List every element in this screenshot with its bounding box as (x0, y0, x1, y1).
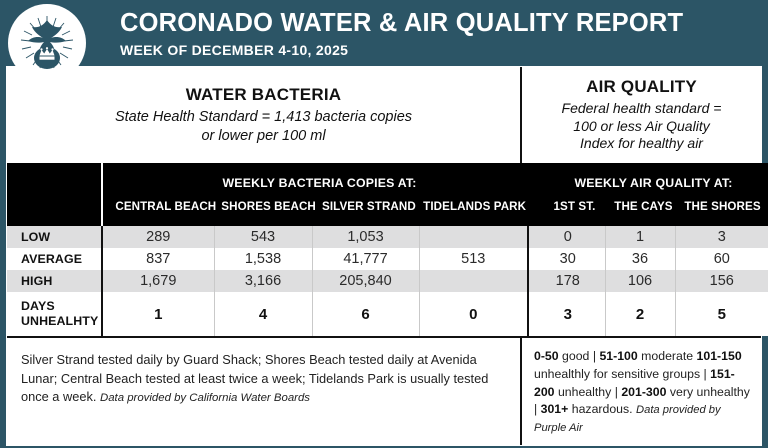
report-header: CORONADO WATER & AIR QUALITY REPORT WEEK… (0, 0, 768, 82)
page-title: CORONADO WATER & AIR QUALITY REPORT (120, 9, 684, 38)
cell-low-1st-st: 0 (531, 226, 606, 248)
cell-high-1st-st: 178 (531, 270, 606, 292)
cell-average-1st-st: 30 (531, 248, 606, 270)
cell-high-the-shores: 156 (675, 270, 768, 292)
header-titles: CORONADO WATER & AIR QUALITY REPORT WEEK… (120, 8, 683, 58)
report-panel: WATER BACTERIA State Health Standard = 1… (6, 66, 768, 447)
air-standard-line2: 100 or less Air Quality (573, 117, 710, 134)
column-header-shores-beach: SHORES BEACH (221, 200, 316, 213)
water-group-title: WEEKLY BACTERIA COPIES AT: (222, 176, 417, 190)
table-row: LOW 289 543 1,053 0 1 3 (7, 226, 768, 248)
table-header-row: WEEKLY BACTERIA COPIES AT: CENTRAL BEACH… (7, 163, 768, 226)
table-row: HIGH 1,679 3,166 205,840 178 106 156 (7, 270, 768, 292)
cell-low-central-beach: 289 (102, 226, 215, 248)
row-label-days-line2: UNHEALHTY (21, 314, 99, 328)
water-footnote-text: Silver Strand tested daily by Guard Shac… (21, 352, 489, 405)
air-standard-line3: Index for healthy air (580, 135, 703, 152)
water-standard-line1: State Health Standard = 1,413 bacteria c… (114, 109, 413, 126)
air-standard-block: AIR QUALITY Federal health standard = 10… (522, 67, 761, 163)
cell-average-the-shores: 60 (675, 248, 768, 270)
section-divider-cell (527, 248, 531, 270)
aqi-label-hazardous: hazardous. (568, 402, 637, 417)
cell-average-shores-beach: 1,538 (214, 248, 313, 270)
cell-low-tidelands-park (419, 226, 529, 248)
cell-days-the-cays: 2 (605, 292, 676, 336)
table-row: AVERAGE 837 1,538 41,777 513 30 36 60 (7, 248, 768, 270)
water-standard-line2: or lower per 100 ml (201, 127, 326, 144)
aqi-range-201-300: 201-300 (621, 384, 667, 399)
water-footnote: Silver Strand tested daily by Guard Shac… (7, 338, 522, 446)
row-label-days-unhealthy: DAYS UNHEALHTY (7, 292, 103, 336)
cell-low-silver-strand: 1,053 (312, 226, 420, 248)
header-corner-blank (7, 163, 103, 226)
row-label-low: LOW (7, 226, 103, 248)
cell-low-the-cays: 1 (605, 226, 676, 248)
row-label-days-line1: DAYS (21, 298, 55, 313)
cell-high-silver-strand: 205,840 (312, 270, 420, 292)
cell-days-silver-strand: 6 (312, 292, 420, 336)
cell-high-the-cays: 106 (605, 270, 676, 292)
standards-strip: WATER BACTERIA State Health Standard = 1… (7, 67, 761, 163)
page-subtitle: WEEK OF DECEMBER 4-10, 2025 (120, 41, 349, 58)
aqi-label-moderate: moderate (637, 349, 697, 363)
cell-high-tidelands-park (419, 270, 529, 292)
air-standard-line1: Federal health standard = (561, 100, 722, 117)
cell-average-the-cays: 36 (605, 248, 676, 270)
column-header-1st-st: 1ST ST. (553, 200, 596, 213)
cell-low-shores-beach: 543 (214, 226, 313, 248)
air-footnote-source: Data provided by Purple Air (534, 404, 721, 435)
column-header-the-shores: THE SHORES (684, 200, 761, 213)
aqi-range-0-50: 0-50 (534, 349, 559, 363)
column-header-central-beach: CENTRAL BEACH (115, 200, 217, 213)
air-group-header: WEEKLY AIR QUALITY AT: 1ST ST. THE CAYS … (531, 163, 768, 226)
cell-average-silver-strand: 41,777 (312, 248, 420, 270)
water-standard-block: WATER BACTERIA State Health Standard = 1… (7, 67, 522, 163)
column-header-silver-strand: SILVER STRAND (322, 200, 416, 213)
row-label-high: HIGH (7, 270, 103, 292)
aqi-range-151-200: 151-200 (534, 366, 735, 399)
measurements-table-wrap: WEEKLY BACTERIA COPIES AT: CENTRAL BEACH… (7, 163, 768, 446)
cell-high-central-beach: 1,679 (102, 270, 215, 292)
cell-days-the-shores: 5 (675, 292, 768, 336)
aqi-range-101-150: 101-150 (696, 349, 742, 363)
cell-days-central-beach: 1 (102, 292, 215, 336)
cell-average-tidelands-park: 513 (419, 248, 529, 270)
cell-days-tidelands-park: 0 (419, 292, 529, 336)
water-group-header: WEEKLY BACTERIA COPIES AT: CENTRAL BEACH… (102, 163, 528, 226)
cell-high-shores-beach: 3,166 (214, 270, 313, 292)
cell-low-the-shores: 3 (675, 226, 768, 248)
column-header-tidelands-park: TIDELANDS PARK (423, 200, 527, 213)
water-footnote-source: Data provided by California Water Boards (99, 392, 310, 405)
coronado-crown-seal-icon (8, 4, 86, 82)
air-scale-legend: 0-50 good | 51-100 moderate 101-150 unhe… (534, 349, 750, 416)
aqi-range-301-plus: 301+ (540, 402, 569, 417)
measurements-table: WEEKLY BACTERIA COPIES AT: CENTRAL BEACH… (7, 163, 768, 336)
section-divider-cell (527, 226, 531, 248)
footnotes: Silver Strand tested daily by Guard Shac… (7, 336, 761, 446)
row-label-average: AVERAGE (7, 248, 103, 270)
aqi-label-unhealthy: unhealthy | (554, 384, 622, 399)
cell-days-1st-st: 3 (531, 292, 606, 336)
water-standard-heading: WATER BACTERIA (185, 85, 342, 105)
cell-days-shores-beach: 4 (214, 292, 313, 336)
aqi-label-very-unhealthy: very unhealthy | (534, 384, 750, 417)
aqi-range-51-100: 51-100 (599, 349, 638, 363)
section-divider (528, 163, 531, 226)
air-group-title: WEEKLY AIR QUALITY AT: (574, 176, 733, 190)
section-divider-cell (527, 292, 531, 336)
table-row: DAYS UNHEALHTY 1 4 6 0 3 2 5 (7, 292, 768, 336)
column-header-the-cays: THE CAYS (614, 200, 673, 213)
aqi-label-good: good | (558, 349, 600, 363)
aqi-label-sensitive: unhealthly for sensitive groups | (534, 366, 711, 381)
air-footnote: 0-50 good | 51-100 moderate 101-150 unhe… (522, 338, 761, 445)
section-divider-cell (527, 270, 531, 292)
air-standard-heading: AIR QUALITY (586, 77, 697, 97)
cell-average-central-beach: 837 (102, 248, 215, 270)
